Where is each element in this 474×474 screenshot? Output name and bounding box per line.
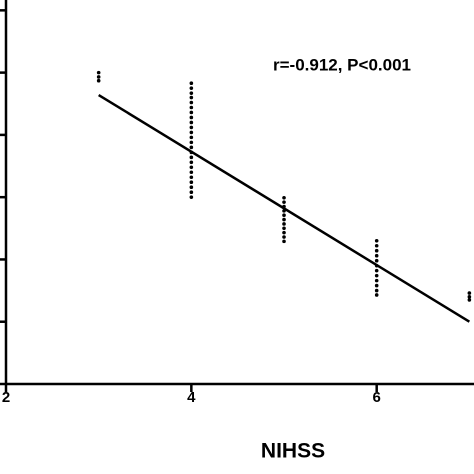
point [189,160,194,165]
point [282,226,286,231]
point [374,273,379,278]
point [189,130,194,135]
point [189,81,194,86]
point [282,213,286,218]
point [467,295,472,299]
point [282,222,286,226]
point [374,253,379,258]
point [374,288,379,293]
point [282,235,286,239]
point [374,243,379,248]
point [189,190,194,194]
point [189,115,194,120]
point [282,217,286,222]
point [189,100,194,105]
point [374,278,379,283]
point [189,125,194,130]
point [189,105,194,110]
point [467,291,472,295]
point [189,135,194,140]
point [189,195,194,199]
point [96,78,101,83]
point [189,140,194,145]
point [189,150,194,155]
point [282,230,286,235]
point [374,238,379,243]
point [374,293,379,297]
point [374,248,379,253]
x-axis-label: NIHSS [261,440,325,463]
point [96,70,101,75]
trend-line [98,93,471,323]
x-tick-label: 2 [2,389,10,406]
point [282,209,286,213]
point [374,258,379,263]
point [282,204,286,209]
point [189,165,194,170]
x-tick-label: 6 [373,389,381,406]
point [96,75,101,79]
point [467,298,472,302]
point [189,170,194,175]
point [374,268,379,273]
point [189,175,194,180]
point [189,145,194,150]
point [189,185,194,190]
point [374,263,379,268]
point [189,120,194,125]
point [282,239,286,244]
point [189,91,194,95]
x-tick-label: 4 [187,389,196,406]
point [189,180,194,185]
point [282,200,286,204]
point [374,283,379,288]
point [189,86,194,90]
point [189,110,194,115]
point [189,155,194,160]
point [189,95,194,100]
annotation: r=-0.912, P<0.001 [273,55,411,74]
point [282,195,286,200]
